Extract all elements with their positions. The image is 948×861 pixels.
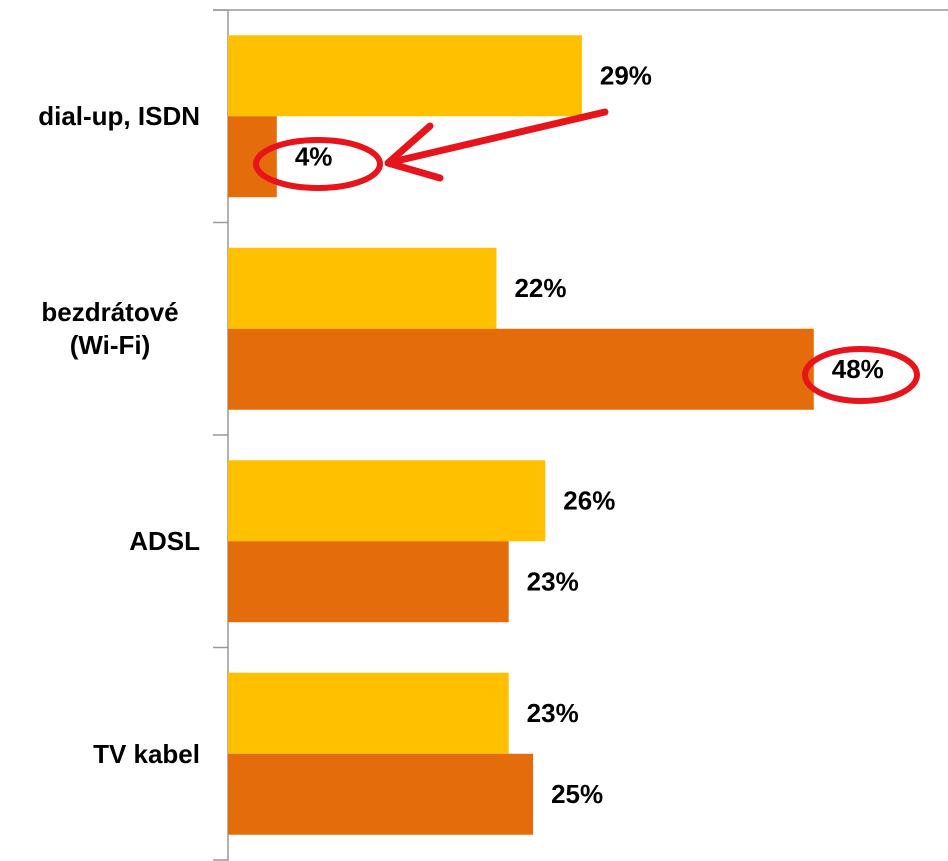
data-label: 29% [600, 61, 652, 91]
data-label: 22% [514, 273, 566, 303]
bar [228, 116, 277, 198]
bar [228, 753, 534, 835]
y-tick-label: bezdrátové (Wi-Fi) [41, 297, 179, 360]
bar [228, 247, 497, 329]
y-tick-label: TV kabel [93, 738, 200, 769]
data-label: 48% [832, 354, 884, 384]
bar [228, 672, 509, 754]
data-label: 4% [295, 142, 333, 172]
y-tick-label: ADSL [129, 526, 200, 556]
bar [228, 541, 509, 623]
bar [228, 460, 546, 542]
category-label-box: bezdrátové (Wi-Fi) [0, 223, 200, 436]
data-label: 23% [527, 567, 579, 597]
data-label: 25% [551, 779, 603, 809]
y-tick-label: dial-up, ISDN [38, 101, 200, 131]
bar [228, 35, 582, 117]
arrow-shaft [388, 108, 609, 166]
arrow-head [384, 122, 444, 182]
category-label-box: dial-up, ISDN [0, 10, 200, 223]
category-label-box: ADSL [0, 435, 200, 648]
category-label-box: TV kabel [0, 648, 200, 861]
data-label: 23% [527, 698, 579, 728]
highlight-ellipse [253, 137, 383, 191]
annotations [253, 108, 920, 404]
highlight-ellipse [802, 346, 920, 404]
data-label: 26% [563, 486, 615, 516]
bar [228, 328, 814, 410]
